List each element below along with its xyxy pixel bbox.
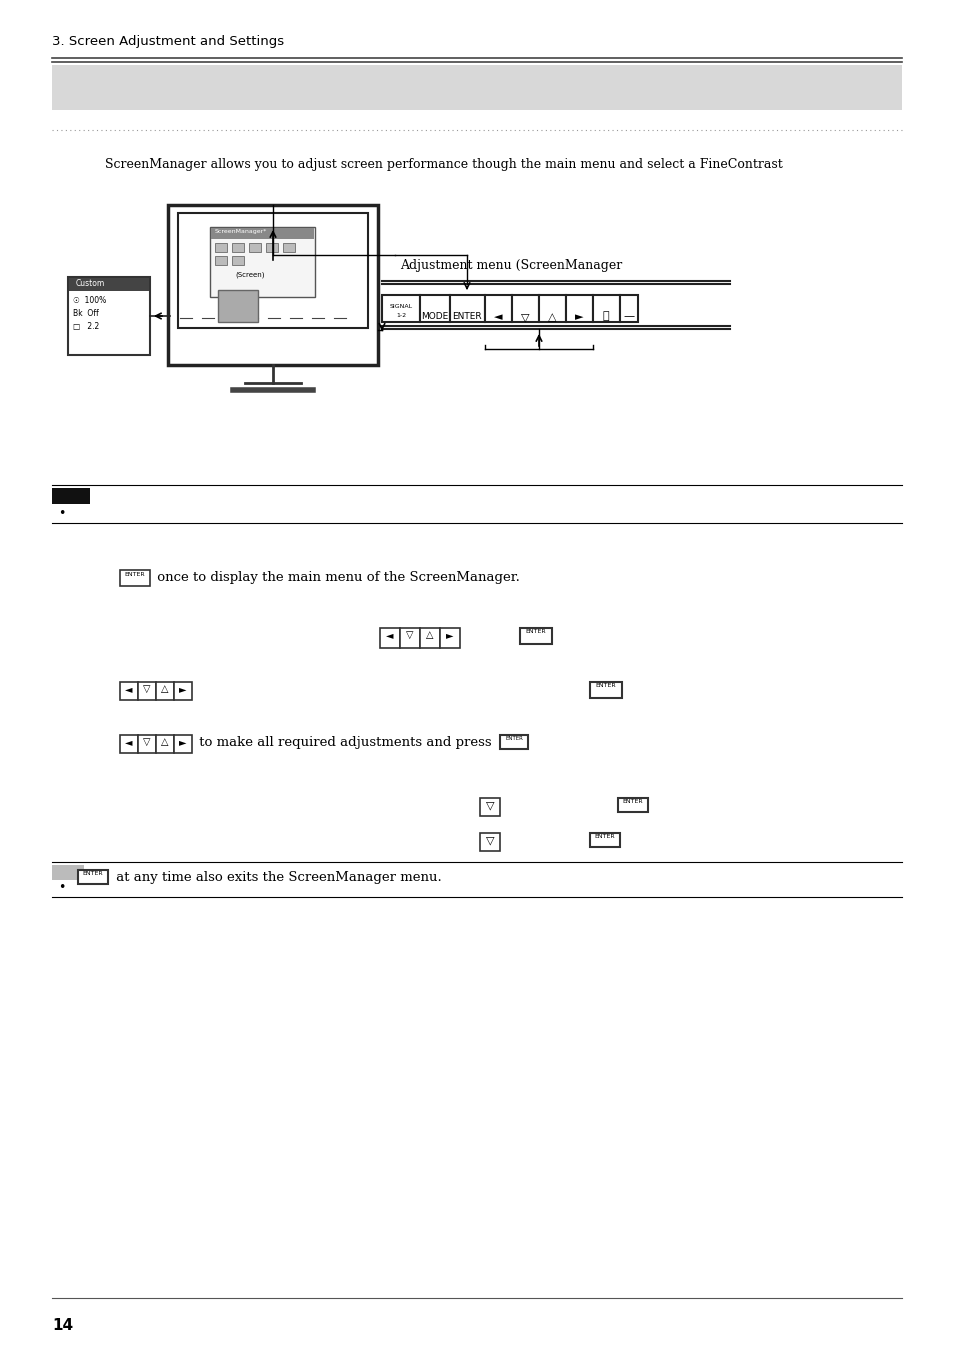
Text: △: △ (426, 630, 434, 640)
Text: ENTER: ENTER (452, 312, 481, 321)
Text: □   2.2: □ 2.2 (73, 323, 99, 331)
Text: ENTER: ENTER (525, 629, 546, 634)
Bar (381, 296, 419, 323)
Bar (232, 256, 244, 265)
Bar (68, 277, 150, 355)
Bar (266, 243, 277, 252)
Text: ▽: ▽ (485, 836, 494, 845)
Bar (173, 682, 192, 701)
Bar (565, 296, 593, 323)
Text: MODE: MODE (421, 312, 448, 321)
Bar (232, 243, 244, 252)
Text: 3. Screen Adjustment and Settings: 3. Screen Adjustment and Settings (52, 35, 284, 49)
Bar (178, 213, 368, 328)
Text: ENTER: ENTER (595, 683, 616, 688)
Text: Bk  Off: Bk Off (73, 309, 99, 319)
Bar (168, 205, 377, 364)
Bar (249, 243, 261, 252)
Text: ◄: ◄ (386, 630, 394, 640)
Bar (479, 798, 499, 815)
Text: ☉  100%: ☉ 100% (73, 296, 106, 305)
Bar (69, 278, 149, 292)
Bar (120, 682, 138, 701)
Bar (439, 628, 459, 648)
Text: —: — (622, 310, 634, 321)
Text: ▽: ▽ (143, 684, 151, 694)
Bar (156, 682, 173, 701)
Bar (173, 734, 192, 753)
Text: Adjustment menu (ScreenManager: Adjustment menu (ScreenManager (399, 259, 621, 271)
Bar (593, 296, 619, 323)
Text: once to display the main menu of the ScreenManager.: once to display the main menu of the Scr… (152, 571, 519, 585)
Bar (499, 734, 527, 749)
Text: ►: ► (179, 684, 187, 694)
Bar (589, 833, 619, 846)
Text: •: • (58, 882, 66, 894)
Bar (218, 290, 257, 323)
Text: to make all required adjustments and press: to make all required adjustments and pre… (194, 736, 491, 749)
Bar (210, 227, 314, 297)
Bar (283, 243, 294, 252)
Bar (419, 628, 439, 648)
Text: 14: 14 (52, 1318, 73, 1332)
Text: SIGNAL: SIGNAL (389, 304, 412, 309)
Text: ►: ► (574, 312, 582, 323)
Bar (156, 734, 173, 753)
Text: ▽: ▽ (485, 801, 494, 810)
Bar (211, 228, 314, 239)
Bar (419, 296, 450, 323)
Text: ◄: ◄ (125, 737, 132, 747)
Text: ◄: ◄ (125, 684, 132, 694)
Text: ►: ► (179, 737, 187, 747)
Text: Custom: Custom (76, 279, 105, 288)
Text: at any time also exits the ScreenManager menu.: at any time also exits the ScreenManager… (112, 871, 441, 884)
Bar (484, 296, 512, 323)
Text: ▽: ▽ (406, 630, 414, 640)
Text: ENTER: ENTER (125, 572, 145, 576)
Bar (399, 628, 419, 648)
Bar (379, 628, 399, 648)
Bar (538, 296, 565, 323)
Bar (138, 682, 156, 701)
Text: △: △ (161, 737, 169, 747)
Bar (214, 243, 227, 252)
Bar (214, 256, 227, 265)
Text: 1-2: 1-2 (395, 313, 406, 319)
Text: ENTER: ENTER (83, 871, 103, 876)
Bar (512, 296, 538, 323)
Bar (52, 65, 901, 109)
Bar (450, 296, 484, 323)
Bar (120, 734, 138, 753)
Text: ◄: ◄ (494, 312, 501, 323)
Text: (Screen): (Screen) (234, 271, 264, 278)
Text: ENTER: ENTER (504, 736, 522, 741)
Bar (479, 833, 499, 851)
Text: ⏻: ⏻ (602, 310, 609, 321)
Text: ScreenManager*: ScreenManager* (214, 230, 267, 234)
Bar (618, 798, 647, 811)
Text: ▽: ▽ (143, 737, 151, 747)
Bar (78, 869, 108, 884)
Bar (52, 487, 90, 504)
Text: △: △ (161, 684, 169, 694)
Bar (138, 734, 156, 753)
Bar (619, 296, 638, 323)
Text: △: △ (547, 312, 556, 323)
Bar (120, 570, 150, 586)
Text: ▽: ▽ (520, 312, 529, 323)
Text: •: • (58, 508, 66, 520)
Text: ENTER: ENTER (594, 834, 615, 838)
Text: ENTER: ENTER (622, 799, 642, 805)
Bar (519, 628, 552, 644)
Bar (589, 682, 621, 698)
Text: ScreenManager allows you to adjust screen performance though the main menu and s: ScreenManager allows you to adjust scree… (105, 158, 781, 171)
Text: ►: ► (446, 630, 454, 640)
Bar (52, 865, 84, 880)
